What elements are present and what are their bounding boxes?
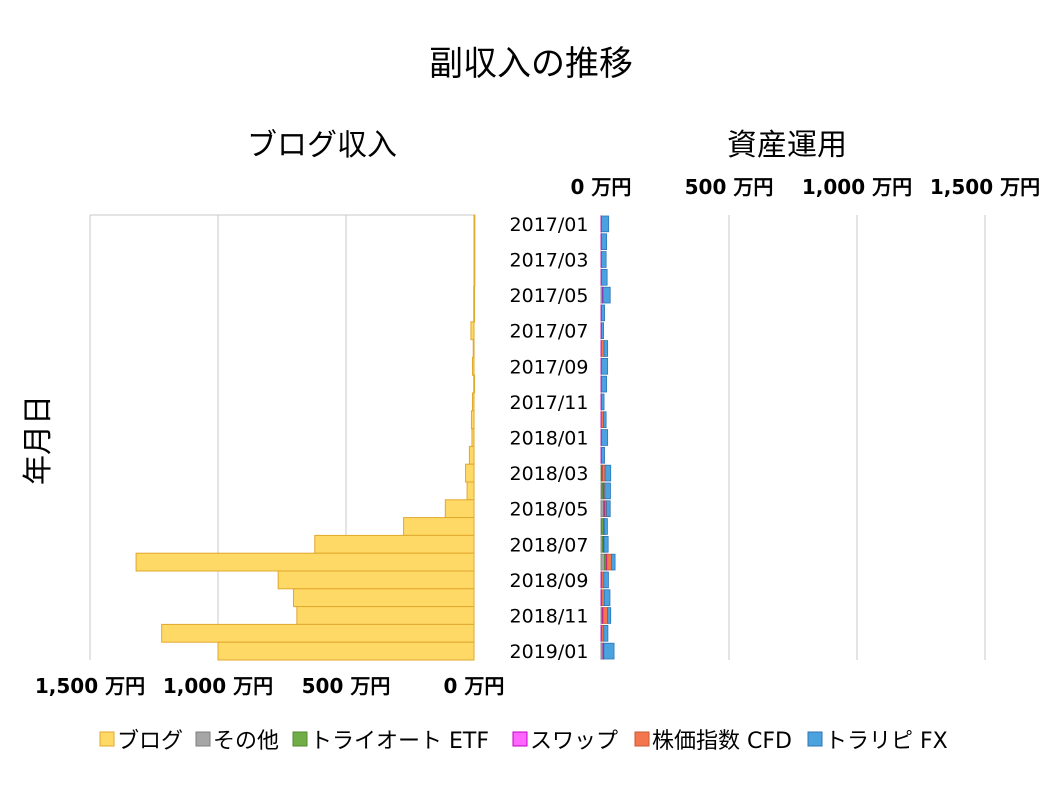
blog-bar (473, 214, 476, 234)
asset-bar (603, 518, 608, 535)
blog-bar (468, 445, 475, 465)
right-panel-title: 資産運用 (727, 128, 847, 163)
asset-bar (601, 429, 609, 446)
category-label: 2018/11 (510, 606, 589, 628)
blog-bar (135, 552, 475, 572)
legend-label: トライオート ETF (310, 729, 489, 754)
asset-bar (603, 411, 607, 428)
blog-bar (296, 606, 475, 625)
asset-bar (600, 553, 605, 571)
blog-bar (466, 481, 475, 501)
asset-bar (603, 589, 611, 606)
blog-bar (473, 374, 476, 394)
asset-bar (603, 340, 609, 357)
asset-bar (601, 251, 607, 268)
legend-swatch (512, 731, 528, 747)
legend-label: トラリピ FX (825, 729, 948, 754)
category-label: 2017/07 (510, 321, 589, 343)
right-panel-bars (600, 215, 616, 660)
blog-bar (471, 356, 475, 376)
asset-bar (601, 357, 609, 375)
asset-bar (601, 446, 605, 464)
legend-swatch (195, 731, 211, 747)
asset-bar (601, 304, 605, 322)
blog-bar (473, 267, 476, 287)
y-axis-label: 年月日 (21, 395, 56, 485)
blog-bar (473, 285, 476, 305)
blog-bar (403, 517, 475, 536)
asset-bar (607, 607, 612, 624)
blog-bar (470, 321, 475, 341)
blog-bar (314, 534, 475, 554)
right-panel-tick-labels: 0 万円 500 万円 1,000 万円 1,500 万円 (571, 175, 1041, 199)
right-tick-label: 1,500 万円 (930, 175, 1040, 199)
left-tick-label: 1,000 万円 (163, 674, 273, 698)
left-panel-title: ブログ収入 (247, 128, 397, 163)
category-label: 2017/03 (510, 250, 589, 272)
category-label: 2017/11 (510, 392, 589, 414)
asset-bar (604, 482, 611, 500)
category-label: 2018/03 (510, 463, 589, 485)
blog-bar (473, 232, 476, 252)
legend-label: その他 (213, 729, 279, 754)
asset-bar (601, 268, 608, 286)
left-tick-label: 1,500 万円 (35, 674, 145, 698)
blog-bar (472, 339, 475, 358)
blog-bar (161, 623, 475, 643)
legend: ブログ その他 トライオート ETF スワップ 株価指数 CFD トラリピ FX (99, 729, 948, 754)
chart-title: 副収入の推移 (429, 44, 633, 84)
asset-bar (602, 286, 611, 304)
asset-bar (601, 322, 604, 339)
asset-bar (606, 500, 611, 517)
right-tick-label: 0 万円 (571, 175, 632, 199)
legend-label: スワップ (530, 729, 618, 754)
blog-bar (473, 250, 476, 269)
legend-swatch (99, 731, 115, 747)
asset-bar (611, 553, 616, 571)
blog-bar (217, 641, 475, 661)
legend-swatch (292, 731, 308, 747)
blog-bar (471, 392, 475, 412)
legend-label: ブログ (117, 729, 183, 754)
asset-bar (606, 553, 612, 571)
category-label: 2018/09 (510, 570, 589, 592)
category-label: 2019/01 (510, 641, 589, 663)
asset-bar (603, 571, 609, 589)
asset-bar (603, 536, 609, 553)
blog-bar (471, 428, 475, 447)
category-label: 2018/05 (510, 499, 589, 521)
legend-label: 株価指数 CFD (652, 729, 792, 754)
category-label: 2017/09 (510, 356, 589, 378)
category-label: 2017/05 (510, 285, 589, 307)
blog-bar (470, 410, 475, 430)
blog-bar (444, 499, 475, 519)
left-tick-label: 0 万円 (444, 674, 505, 698)
left-panel-bars (135, 214, 476, 661)
asset-bar (603, 642, 615, 660)
blog-bar (465, 463, 475, 483)
asset-bar (603, 625, 609, 642)
asset-bar (601, 215, 610, 233)
asset-bar (602, 607, 609, 624)
blog-bar (473, 303, 476, 323)
category-labels: 2017/01 2017/03 2017/05 2017/07 2017/09 2017/… (510, 214, 589, 663)
right-panel-gridlines (600, 215, 986, 660)
legend-swatch (634, 731, 650, 747)
blog-bar (277, 570, 475, 590)
right-tick-label: 1,000 万円 (802, 175, 912, 199)
asset-bar (601, 233, 608, 251)
category-label: 2018/07 (510, 534, 589, 556)
left-panel-tick-labels: 1,500 万円 1,000 万円 500 万円 0 万円 (35, 674, 505, 698)
legend-swatch (807, 731, 823, 747)
category-label: 2017/01 (510, 214, 589, 236)
asset-bar (601, 375, 608, 393)
asset-bar (604, 464, 612, 482)
asset-bar (601, 393, 605, 411)
left-tick-label: 500 万円 (302, 674, 391, 698)
right-tick-label: 500 万円 (685, 175, 774, 199)
category-label: 2018/01 (510, 428, 589, 450)
blog-bar (293, 588, 475, 608)
